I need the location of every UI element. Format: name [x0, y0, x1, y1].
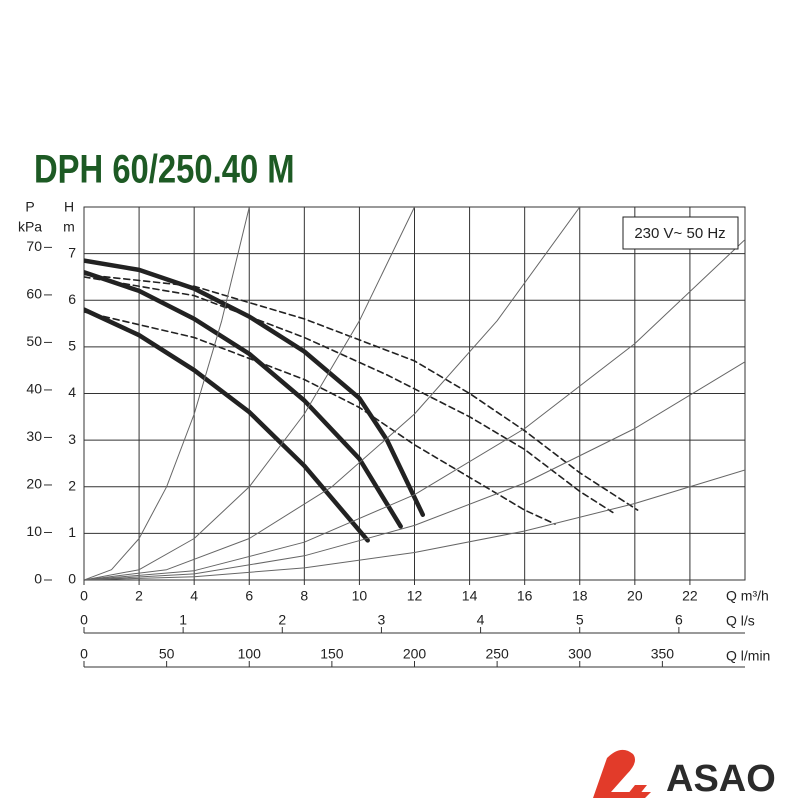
pump-curve: [84, 276, 614, 514]
logo-text: ASAO: [666, 758, 776, 800]
x-tick-label: 250: [485, 646, 509, 662]
pump-curve: [84, 307, 370, 543]
logo-mark: [627, 785, 647, 795]
x-label: Q m³/h: [726, 588, 769, 604]
x-tick-label: 300: [568, 646, 592, 662]
x-tick-label: 12: [407, 588, 423, 604]
x3-label: Q l/min: [726, 648, 770, 664]
x-tick-label: 0: [80, 612, 88, 628]
x-tick-label: 22: [682, 588, 698, 604]
x-tick-label: 14: [462, 588, 478, 604]
x-tick-label: 0: [80, 588, 88, 604]
y-tick-label: 3: [68, 431, 76, 447]
y2-tick-label: 70: [26, 238, 42, 254]
x-tick-label: 2: [135, 588, 143, 604]
x2-label: Q l/s: [726, 613, 755, 629]
system-curve: [84, 239, 745, 580]
series-group: [84, 207, 745, 580]
system-curve: [84, 207, 415, 580]
x-tick-label: 350: [651, 646, 675, 662]
y-tick-label: 6: [68, 291, 76, 307]
pump-curve: [84, 273, 639, 511]
chart-title: DPH 60/250.40 M: [34, 146, 295, 191]
system-curve: [84, 361, 745, 580]
x-tick-label: 4: [477, 612, 485, 628]
system-curve: [84, 207, 581, 580]
pump-curve: [84, 270, 403, 529]
y-tick-label: 1: [68, 524, 76, 540]
x-tick-label: 20: [627, 588, 643, 604]
y-tick-label: 0: [68, 571, 76, 587]
x-tick-label: 0: [80, 646, 88, 662]
y-tick-label: 4: [68, 384, 76, 400]
x-tick-label: 100: [238, 646, 262, 662]
y2-tick-label: 0: [34, 571, 42, 587]
x-tick-label: 3: [378, 612, 386, 628]
y2-label: P: [25, 199, 34, 215]
x-tick-label: 8: [300, 588, 308, 604]
x-tick-label: 150: [320, 646, 344, 662]
x-tick-label: 6: [675, 612, 683, 628]
pump-curve: [84, 311, 556, 525]
y-tick-label: 5: [68, 338, 76, 354]
x-tick-label: 2: [278, 612, 286, 628]
x-tick-label: 10: [352, 588, 368, 604]
x-tick-label: 4: [190, 588, 198, 604]
x-tick-label: 16: [517, 588, 533, 604]
y-unit: m: [63, 219, 75, 235]
y-tick-label: 2: [68, 477, 76, 493]
x-tick-label: 18: [572, 588, 588, 604]
x-tick-label: 50: [159, 646, 175, 662]
y2-tick-label: 50: [26, 333, 42, 349]
x-tick-label: 200: [403, 646, 427, 662]
x-tick-label: 1: [179, 612, 187, 628]
y-tick-label: 7: [68, 244, 76, 260]
y2-tick-label: 40: [26, 381, 42, 397]
annotation-box: [622, 216, 739, 250]
system-curve: [84, 207, 250, 580]
grid: [83, 206, 746, 581]
y2-tick-label: 10: [26, 523, 42, 539]
system-curve: [84, 469, 745, 580]
logo: ASAO: [593, 749, 776, 800]
y2-unit: kPa: [18, 219, 42, 235]
x-tick-label: 6: [245, 588, 253, 604]
logo-mark: [593, 749, 651, 798]
y2-tick-label: 60: [26, 286, 42, 302]
y-label: H: [64, 199, 74, 215]
pump-curve: [84, 258, 426, 517]
y2-tick-label: 30: [26, 428, 42, 444]
annotation: 230 V~ 50 Hz: [634, 225, 725, 242]
y2-tick-label: 20: [26, 476, 42, 492]
x-tick-label: 5: [576, 612, 584, 628]
